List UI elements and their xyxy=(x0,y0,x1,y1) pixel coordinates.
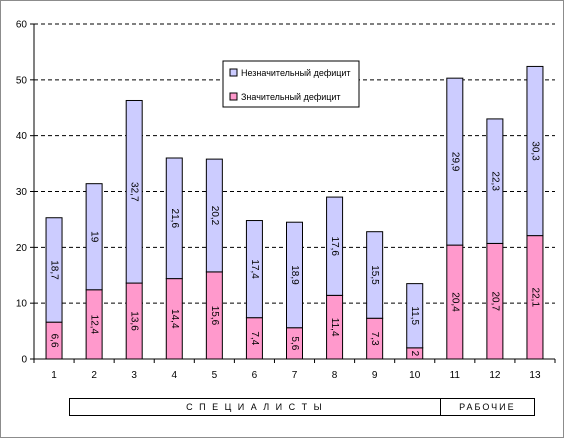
x-tick-label: 12 xyxy=(489,370,501,381)
x-tick-label: 7 xyxy=(292,370,298,381)
data-label: 17,4 xyxy=(249,259,260,279)
x-tick-label: 13 xyxy=(529,370,541,381)
y-tick-label: 20 xyxy=(16,243,28,254)
group-label-workers: РАБОЧИЕ xyxy=(439,398,535,416)
data-label: 7,3 xyxy=(369,332,380,346)
data-label: 18,7 xyxy=(49,260,60,280)
data-label: 32,7 xyxy=(129,182,140,202)
bar-segment xyxy=(45,217,63,323)
data-label: 30,3 xyxy=(529,141,540,161)
x-tick-label: 3 xyxy=(131,370,137,381)
bar-segment xyxy=(366,231,384,319)
data-label: 20,2 xyxy=(209,206,220,226)
data-label: 6,6 xyxy=(49,334,60,348)
data-label: 20,7 xyxy=(489,291,500,311)
data-label: 21,6 xyxy=(169,209,180,229)
legend-swatch xyxy=(229,68,238,77)
bar-segment xyxy=(326,196,344,296)
group-label-specialists: С П Е Ц И А Л И С Т Ы xyxy=(69,398,441,416)
y-tick-label: 50 xyxy=(16,75,28,86)
bar-segment xyxy=(125,99,143,284)
data-label: 20,4 xyxy=(449,292,460,312)
data-label: 22,3 xyxy=(489,171,500,191)
legend-label: Незначительный дефицит xyxy=(241,68,351,78)
bar-segment xyxy=(85,183,103,291)
x-tick-label: 1 xyxy=(51,370,57,381)
x-tick-label: 10 xyxy=(409,370,421,381)
data-label: 11,5 xyxy=(409,306,420,325)
data-label: 12,4 xyxy=(89,315,100,335)
x-tick-label: 6 xyxy=(252,370,258,381)
data-label: 15,6 xyxy=(209,306,220,326)
legend-label: Значительный дефицит xyxy=(241,92,341,102)
data-label: 29,9 xyxy=(449,152,460,172)
data-label: 15,5 xyxy=(369,265,380,285)
y-tick-label: 30 xyxy=(16,187,28,198)
x-tick-label: 11 xyxy=(450,370,461,381)
y-tick-label: 0 xyxy=(21,355,27,366)
bar-segment xyxy=(286,221,303,329)
bar-segment xyxy=(245,220,263,319)
data-label: 17,6 xyxy=(329,236,340,256)
data-label: 19 xyxy=(89,231,100,243)
x-tick-label: 5 xyxy=(212,370,218,381)
x-tick-label: 2 xyxy=(91,370,97,381)
y-tick-label: 40 xyxy=(16,131,28,142)
data-label: 5,6 xyxy=(289,336,300,350)
bar-segment xyxy=(205,158,223,273)
x-tick-label: 9 xyxy=(372,370,378,381)
y-tick-label: 60 xyxy=(16,20,28,31)
bar-segment xyxy=(486,118,504,244)
bar-segment xyxy=(165,157,183,280)
x-tick-label: 8 xyxy=(332,370,338,381)
x-tick-label: 4 xyxy=(171,370,177,381)
data-label: 2 xyxy=(409,351,420,357)
data-label: 7,4 xyxy=(249,331,260,345)
data-label: 14,4 xyxy=(169,309,180,329)
data-label: 18,9 xyxy=(289,265,300,285)
bar-segment xyxy=(446,77,464,246)
bar-segment xyxy=(526,65,544,237)
y-tick-label: 10 xyxy=(16,299,28,310)
legend-box xyxy=(222,60,360,108)
data-label: 22,1 xyxy=(529,288,540,308)
legend-swatch xyxy=(229,92,238,101)
data-label: 11,4 xyxy=(329,318,340,337)
data-label: 13,6 xyxy=(129,311,140,331)
bar-segment xyxy=(406,283,424,349)
